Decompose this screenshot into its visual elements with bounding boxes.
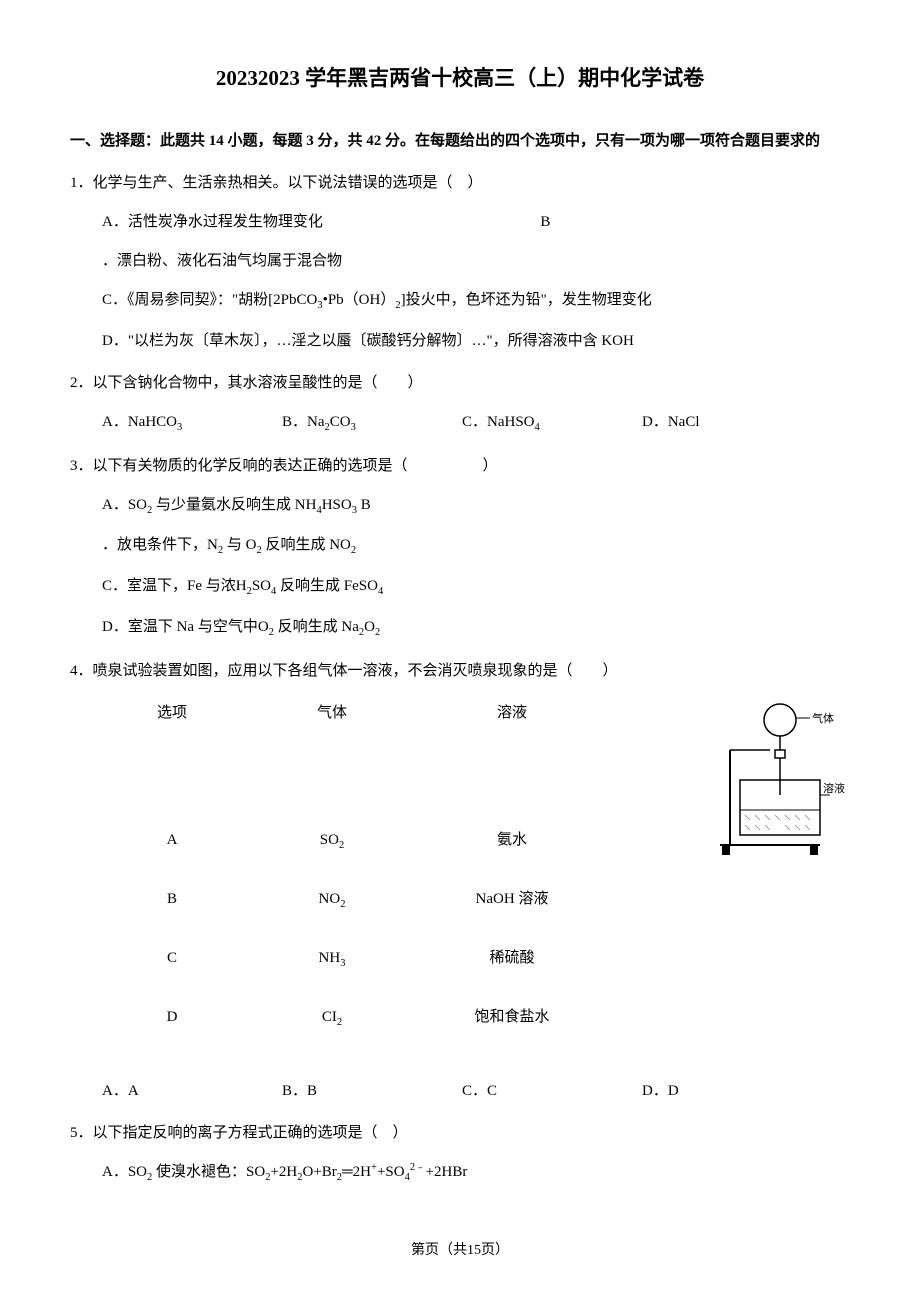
q4-answers: A．A B．B C．C D．D: [70, 1078, 850, 1105]
section-header: 一、选择题：此题共 14 小题，每题 3 分，共 42 分。在每题给出的四个选项…: [70, 128, 850, 155]
q2-text: 2．以下含钠化合物中，其水溶液呈酸性的是（ ）: [70, 370, 850, 397]
header-col2: 气体: [242, 700, 422, 727]
table-row-b: B NO2 NaOH 溶液: [102, 886, 700, 915]
q2-options: A．NaHCO3 B．Na2CO3 C．NaHSO4 D．NaCl: [70, 409, 850, 438]
header-col1: 选项: [102, 700, 242, 727]
q1-option-c: C．《周易参同契》："胡粉[2PbCO3•Pb（OH）2]投火中，色坏还为铅"，…: [70, 287, 850, 316]
q3-option-b: ．放电条件下，N2 与 O2 反响生成 NO2: [70, 532, 850, 561]
question-5: 5．以下指定反响的离子方程式正确的选项是（ ） A．SO2 使溴水褪色：SO2+…: [70, 1120, 850, 1188]
table-row-c: C NH3 稀硫酸: [102, 945, 700, 974]
exam-title: 20232023 学年黑吉两省十校高三（上）期中化学试卷: [70, 60, 850, 98]
q1-text: 1．化学与生产、生活亲热相关。以下说法错误的选项是（ ）: [70, 170, 850, 197]
q4-table: 选项 气体 溶液 A SO2 氨水 B NO2 NaOH 溶液 C NH3 稀硫…: [102, 700, 700, 1063]
q1-option-a: A．活性炭净水过程发生物理变化 B: [70, 209, 850, 236]
q3-option-c: C．室温下，Fe 与浓H2SO4 反响生成 FeSO4: [70, 573, 850, 602]
question-4: 4．喷泉试验装置如图，应用以下各组气体一溶液，不会消灭喷泉现象的是（ ） 选项 …: [70, 658, 850, 1105]
q3-text: 3．以下有关物质的化学反响的表达正确的选项是（ ）: [70, 453, 850, 480]
q1-option-d: D．"以栏为灰〔草木灰〕，…淫之以蜃〔碳酸钙分解物〕…"，所得溶液中含 KOH: [70, 328, 850, 355]
q5-option-a: A．SO2 使溴水褪色：SO2+2H2O+Br2═2H++SO42﹣+2HBr: [70, 1159, 850, 1188]
table-header: 选项 气体 溶液: [102, 700, 700, 727]
page-footer: 第页（共15页）: [70, 1238, 850, 1263]
question-1: 1．化学与生产、生活亲热相关。以下说法错误的选项是（ ） A．活性炭净水过程发生…: [70, 170, 850, 355]
header-col3: 溶液: [422, 700, 602, 727]
question-3: 3．以下有关物质的化学反响的表达正确的选项是（ ） A．SO2 与少量氨水反响生…: [70, 453, 850, 644]
fountain-diagram: 气体 溶液: [710, 700, 850, 860]
q4-table-wrapper: 选项 气体 溶液 A SO2 氨水 B NO2 NaOH 溶液 C NH3 稀硫…: [70, 700, 850, 1063]
label-solution: 溶液: [823, 781, 845, 795]
q1-option-b: ．漂白粉、液化石油气均属于混合物: [70, 248, 850, 275]
table-row-d: D CI2 饱和食盐水: [102, 1004, 700, 1033]
q4-text: 4．喷泉试验装置如图，应用以下各组气体一溶液，不会消灭喷泉现象的是（ ）: [70, 658, 850, 685]
question-2: 2．以下含钠化合物中，其水溶液呈酸性的是（ ） A．NaHCO3 B．Na2CO…: [70, 370, 850, 438]
q5-text: 5．以下指定反响的离子方程式正确的选项是（ ）: [70, 1120, 850, 1147]
table-row-a: A SO2 氨水: [102, 827, 700, 856]
apparatus-svg: 气体 溶液: [710, 700, 850, 860]
label-gas: 气体: [812, 711, 834, 725]
q3-option-a: A．SO2 与少量氨水反响生成 NH4HSO3 B: [70, 492, 850, 521]
q3-option-d: D．室温下 Na 与空气中O2 反响生成 Na2O2: [70, 614, 850, 643]
